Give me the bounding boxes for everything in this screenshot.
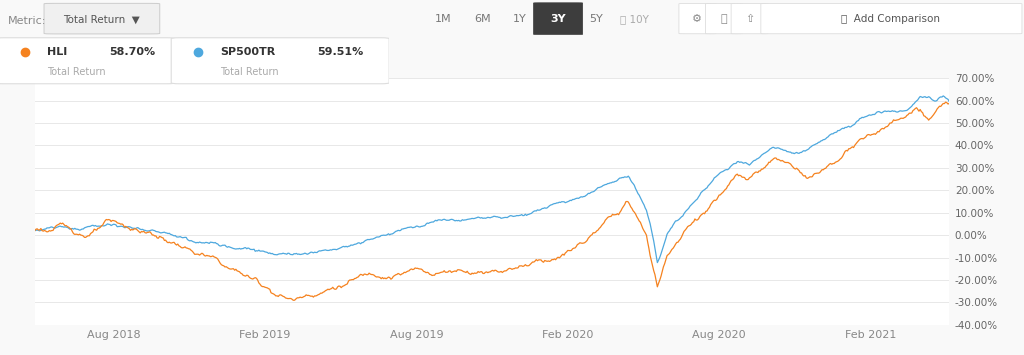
FancyBboxPatch shape [0, 38, 175, 84]
Text: 🔒 10Y: 🔒 10Y [621, 15, 649, 24]
Text: Metric:: Metric: [8, 16, 46, 26]
Text: ⚙: ⚙ [692, 15, 702, 24]
FancyBboxPatch shape [44, 3, 160, 34]
Text: 1Y: 1Y [513, 15, 527, 24]
Text: Total Return: Total Return [47, 67, 105, 77]
FancyBboxPatch shape [761, 4, 1022, 34]
FancyBboxPatch shape [706, 4, 742, 34]
Text: Total Return  ▼: Total Return ▼ [63, 15, 139, 24]
Text: 59.51%: 59.51% [317, 47, 364, 57]
Text: SP500TR: SP500TR [220, 47, 275, 57]
Text: 58.70%: 58.70% [109, 47, 155, 57]
FancyBboxPatch shape [171, 38, 389, 84]
Text: HLI: HLI [47, 47, 67, 57]
Text: 🔒  Add Comparison: 🔒 Add Comparison [842, 15, 940, 24]
FancyBboxPatch shape [731, 4, 768, 34]
Text: 3Y: 3Y [550, 15, 566, 24]
FancyBboxPatch shape [534, 3, 583, 34]
Text: ⇧: ⇧ [744, 15, 755, 24]
Text: 6M: 6M [474, 15, 490, 24]
Text: ⛰: ⛰ [721, 15, 727, 24]
Text: Total Return: Total Return [220, 67, 279, 77]
Text: 1M: 1M [435, 15, 452, 24]
Text: 5Y: 5Y [589, 15, 603, 24]
FancyBboxPatch shape [679, 4, 716, 34]
